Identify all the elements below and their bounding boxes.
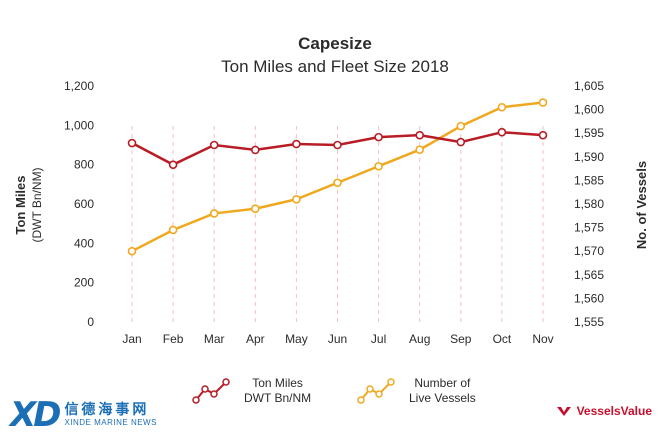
legend-label-ton-miles: Ton Miles DWT Bn/NM	[244, 376, 311, 406]
x-tick-label-jun: Jun	[328, 332, 347, 346]
data-point-ton-miles-feb	[168, 160, 178, 169]
x-tick-label-sep: Sep	[450, 332, 472, 346]
vesselsvalue-logo: VesselsValue	[555, 404, 652, 418]
data-point-vessels-jul	[374, 161, 383, 171]
x-axis-ticks: Jan Feb Mar Apr May Jun Jul Aug Sep Oct Nov	[122, 332, 553, 346]
x-tick-label-jan: Jan	[122, 332, 141, 346]
vesselsvalue-name: VesselsValue	[576, 404, 652, 418]
x-tick-label-oct: Oct	[493, 332, 512, 346]
data-point-ton-miles-jun	[333, 140, 342, 150]
left-tick-label: 1,000	[64, 118, 94, 132]
data-point-vessels-oct	[497, 102, 507, 112]
x-tick-label-apr: Apr	[246, 332, 265, 346]
grid-layer	[131, 126, 544, 322]
right-tick-label: 1,555	[574, 315, 604, 329]
data-point-ton-miles-sep	[456, 137, 466, 147]
chart-title: Capesize	[298, 34, 372, 53]
xinde-marine-logo: XD 信德海事网 XINDE MARINE NEWS	[10, 398, 157, 432]
data-point-ton-miles-aug	[415, 130, 425, 140]
data-point-ton-miles-mar	[209, 140, 219, 150]
left-tick-label: 600	[74, 197, 94, 211]
xd-logo-text: 信德海事网 XINDE MARINE NEWS	[64, 402, 157, 428]
legend-label-ton-miles-line1: Ton Miles	[252, 376, 303, 390]
left-axis-label-line1: Ton Miles	[13, 176, 28, 235]
data-point-vessels-aug	[415, 145, 425, 155]
series-vessels	[127, 98, 548, 256]
data-point-vessels-feb	[168, 225, 178, 235]
legend-swatch-ton-miles	[192, 378, 230, 404]
right-tick-label: 1,580	[574, 197, 604, 211]
legend-label-vessels-line2: Live Vessels	[409, 391, 476, 405]
left-tick-label: 200	[74, 276, 94, 290]
x-tick-label-aug: Aug	[409, 332, 430, 346]
data-point-ton-miles-nov	[538, 130, 548, 140]
right-tick-label: 1,585	[574, 173, 604, 187]
data-point-ton-miles-jul	[374, 132, 383, 142]
left-tick-label: 1,200	[64, 79, 94, 93]
data-point-vessels-apr	[251, 204, 260, 214]
data-point-vessels-sep	[456, 121, 466, 131]
vesselsvalue-icon	[556, 407, 571, 416]
legend-swatch-vessels	[357, 378, 395, 404]
data-point-ton-miles-oct	[497, 127, 507, 137]
data-point-vessels-jan	[127, 246, 137, 256]
data-point-ton-miles-jan	[127, 138, 137, 148]
xd-logo-mark: XD	[10, 395, 61, 435]
left-axis-ticks: 0 200 400 600 800 1,000 1,200	[64, 79, 94, 329]
data-point-vessels-jun	[333, 178, 342, 188]
data-point-ton-miles-apr	[251, 145, 260, 155]
right-tick-label: 1,565	[574, 268, 604, 282]
right-tick-label: 1,575	[574, 221, 604, 235]
left-tick-label: 800	[74, 158, 94, 172]
right-tick-label: 1,605	[574, 79, 604, 93]
data-point-vessels-nov	[538, 98, 548, 107]
x-tick-label-mar: Mar	[204, 332, 225, 346]
left-tick-label: 0	[87, 315, 94, 329]
right-tick-label: 1,590	[574, 150, 604, 164]
xd-logo-english: XINDE MARINE NEWS	[64, 418, 157, 427]
legend-label-ton-miles-line2: DWT Bn/NM	[244, 391, 312, 405]
legend-label-vessels-line1: Number of	[414, 376, 471, 390]
x-tick-label-feb: Feb	[163, 332, 184, 346]
x-tick-label-nov: Nov	[532, 332, 553, 346]
series-ton-miles	[127, 127, 548, 169]
legend-item-vessels: Number of Live Vessels	[355, 374, 476, 408]
x-tick-label-jul: Jul	[371, 332, 386, 346]
right-tick-label: 1,600	[574, 103, 604, 117]
xd-logo-chinese: 信德海事网	[64, 402, 150, 418]
data-point-vessels-mar	[209, 209, 219, 218]
right-tick-label: 1,560	[574, 291, 604, 305]
data-point-vessels-may	[292, 194, 301, 204]
data-point-ton-miles-may	[292, 139, 301, 149]
left-axis-label-line2: (DWT Bn/NM)	[30, 167, 44, 242]
right-tick-label: 1,570	[574, 244, 604, 258]
legend-item-ton-miles: Ton Miles DWT Bn/NM	[190, 374, 311, 408]
chart-subtitle: Ton Miles and Fleet Size 2018	[221, 57, 449, 76]
right-tick-label: 1,595	[574, 126, 604, 140]
right-axis-ticks: 1,555 1,560 1,565 1,570 1,575 1,580 1,585 1,590…	[574, 79, 604, 329]
right-axis-label: No. of Vessels	[634, 161, 649, 249]
legend-label-vessels: Number of Live Vessels	[409, 376, 476, 406]
left-tick-label: 400	[74, 236, 94, 250]
series-layer	[127, 98, 548, 256]
x-tick-label-may: May	[285, 332, 308, 346]
